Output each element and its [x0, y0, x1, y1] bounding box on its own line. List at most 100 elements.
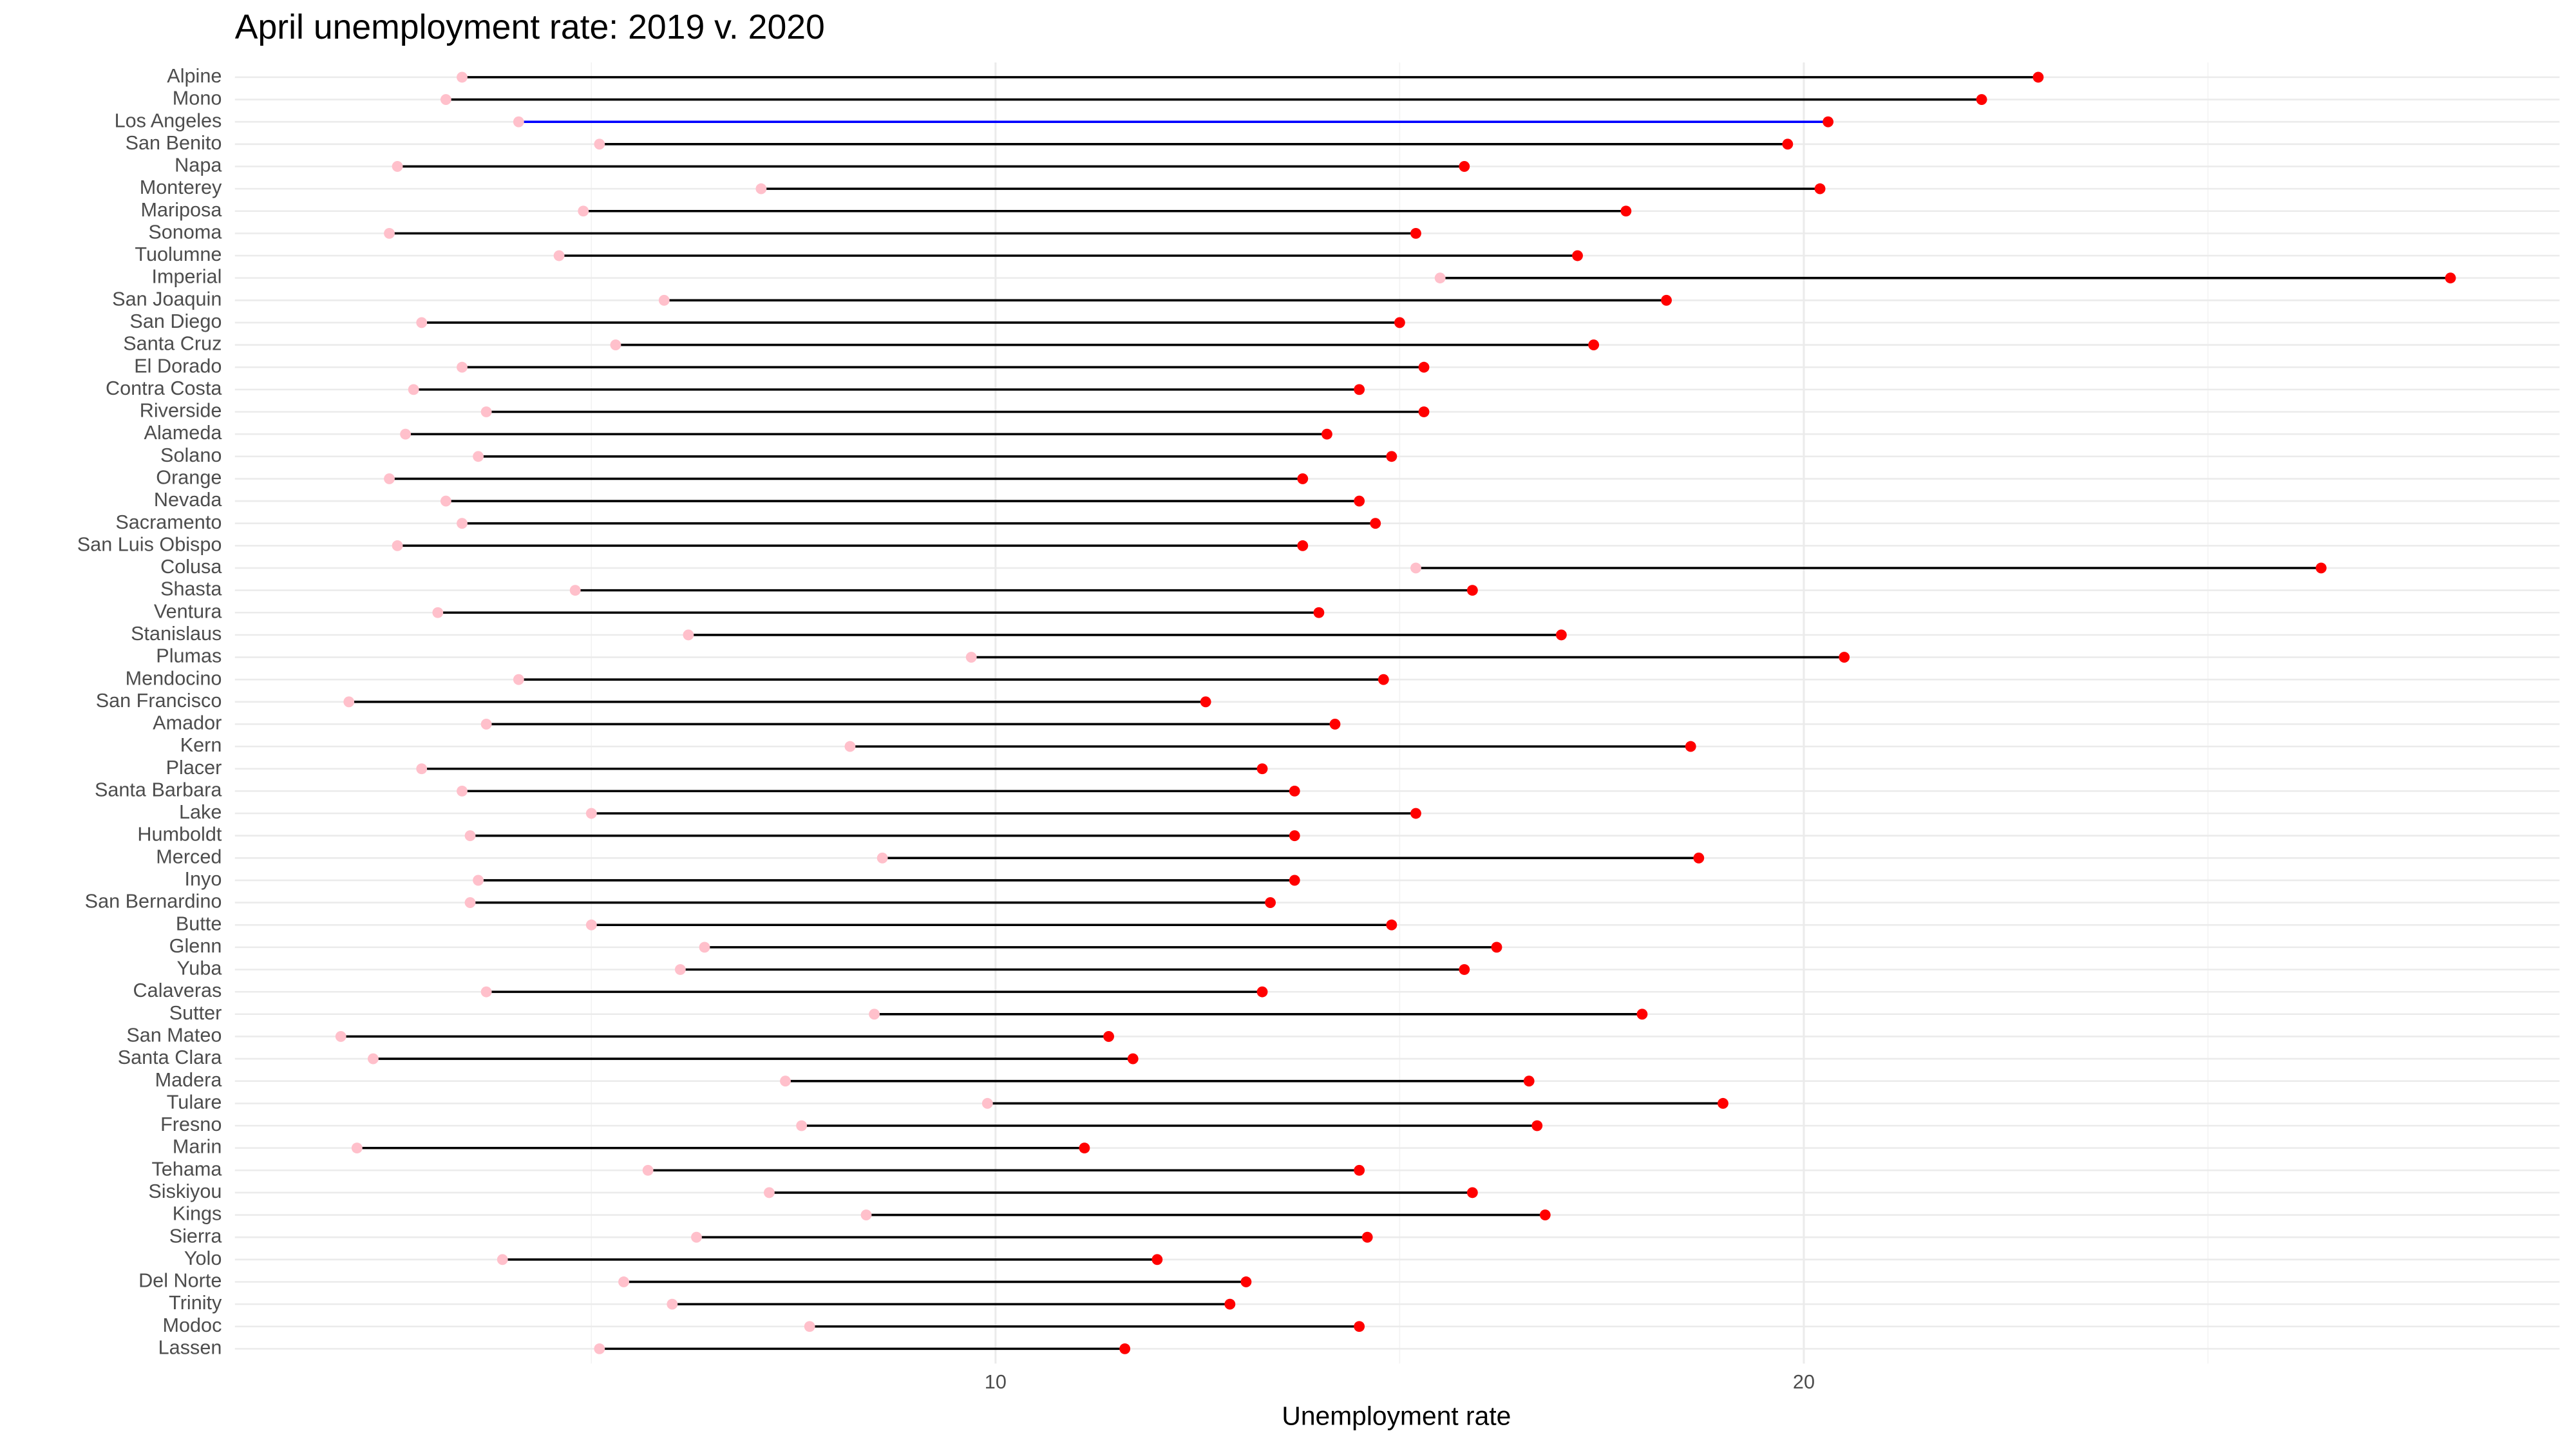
dot	[699, 942, 710, 953]
dot	[1151, 1254, 1163, 1265]
y-tick-label: Marin	[173, 1136, 222, 1158]
dot	[1588, 339, 1600, 350]
dot	[1556, 629, 1567, 641]
y-tick-label: Sonoma	[148, 221, 222, 243]
dot	[1394, 317, 1405, 328]
dot	[1354, 1164, 1365, 1176]
dot	[2032, 71, 2044, 83]
dot	[1370, 518, 1381, 529]
dot	[1823, 116, 1834, 128]
dot	[513, 674, 524, 685]
y-tick-label: El Dorado	[134, 355, 222, 377]
dot	[480, 719, 492, 730]
dot	[1531, 1120, 1543, 1132]
dot	[1636, 1009, 1648, 1020]
dot	[1782, 138, 1794, 150]
dot	[335, 1031, 346, 1042]
y-tick-label: Merced	[156, 846, 222, 867]
dot	[1459, 161, 1470, 172]
dot	[1256, 986, 1268, 998]
dot	[642, 1164, 654, 1176]
dot	[457, 71, 468, 83]
dot	[1103, 1031, 1114, 1042]
y-tick-label: Mariposa	[140, 199, 222, 221]
y-tick-label: Colusa	[160, 556, 222, 578]
y-tick-label: Plumas	[156, 645, 222, 667]
y-tick-label: Tehama	[151, 1158, 222, 1180]
dot	[1361, 1231, 1373, 1243]
y-tick-label: Fresno	[160, 1113, 222, 1135]
y-tick-label: Butte	[176, 913, 222, 934]
dot	[473, 875, 484, 886]
dot	[1976, 94, 1987, 105]
dot	[497, 1254, 508, 1265]
y-tick-label: Stanislaus	[131, 623, 222, 645]
y-tick-label: Tuolumne	[135, 243, 222, 265]
dot	[1466, 585, 1478, 596]
y-tick-label: Calaveras	[133, 980, 222, 1001]
dot	[764, 1187, 775, 1198]
dot	[408, 384, 419, 395]
dot	[457, 361, 468, 373]
dot	[594, 1343, 605, 1354]
dot	[1200, 696, 1211, 708]
dot	[384, 227, 395, 239]
y-tick-label: Monterey	[140, 176, 222, 198]
y-tick-label: Inyo	[185, 868, 222, 890]
dot	[1354, 495, 1365, 507]
dot	[1718, 1097, 1728, 1109]
dot	[1491, 942, 1502, 953]
dot	[691, 1231, 702, 1243]
dot	[1224, 1298, 1236, 1310]
y-tick-label: San Benito	[126, 132, 222, 154]
dot	[1459, 964, 1470, 975]
y-tick-label: Modoc	[163, 1314, 222, 1336]
y-tick-label: Napa	[175, 155, 222, 176]
dot	[368, 1053, 379, 1065]
dot	[1410, 562, 1421, 574]
y-tick-label: Placer	[166, 757, 222, 779]
y-tick-label: Solano	[160, 444, 222, 466]
dot	[585, 808, 597, 819]
dot	[416, 763, 428, 775]
dot	[1289, 785, 1300, 797]
dot	[392, 540, 403, 551]
y-tick-label: Riverside	[140, 400, 222, 422]
dot	[1620, 205, 1632, 217]
dot	[1685, 741, 1696, 752]
dot	[351, 1142, 363, 1154]
dot	[658, 294, 670, 306]
y-tick-label: Lake	[179, 801, 222, 823]
y-tick-label: Glenn	[169, 935, 222, 957]
y-tick-label: Humboldt	[137, 824, 222, 846]
y-tick-label: Sutter	[169, 1002, 222, 1024]
dot	[780, 1075, 791, 1087]
dot	[804, 1321, 815, 1332]
y-tick-label: Imperial	[152, 266, 222, 288]
y-tick-label: Kern	[180, 734, 222, 756]
x-tick-label: 20	[1793, 1371, 1815, 1393]
y-tick-label: Amador	[153, 712, 222, 734]
y-tick-label: Shasta	[160, 578, 222, 600]
dot	[1839, 652, 1850, 663]
dot	[440, 94, 451, 105]
dot	[869, 1009, 880, 1020]
dot	[1523, 1075, 1535, 1087]
dot	[1289, 830, 1300, 842]
y-tick-label: Trinity	[169, 1292, 222, 1314]
chart-title: April unemployment rate: 2019 v. 2020	[235, 8, 825, 46]
dot	[1410, 808, 1421, 819]
dot	[618, 1276, 629, 1287]
dot	[1240, 1276, 1252, 1287]
dot	[1386, 919, 1397, 931]
dot	[1265, 897, 1276, 909]
dot	[1434, 272, 1446, 284]
dot	[457, 518, 468, 529]
dot	[440, 495, 451, 507]
dot	[1693, 852, 1705, 864]
dot	[464, 830, 476, 842]
y-tick-label: Orange	[156, 467, 222, 489]
dot	[1386, 451, 1397, 462]
